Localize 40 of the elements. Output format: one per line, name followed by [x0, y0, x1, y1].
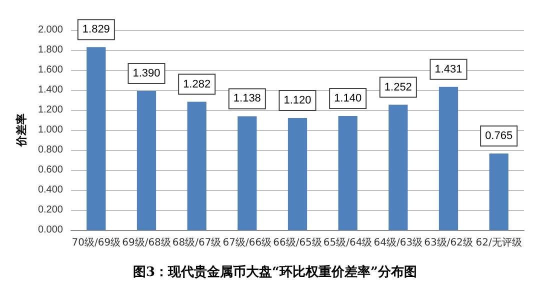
- y-tick-label: 0.800: [38, 144, 64, 156]
- y-axis-title: 价差率: [15, 114, 28, 148]
- bar: [187, 102, 206, 230]
- data-label: 1.282: [183, 78, 211, 90]
- bar: [388, 104, 408, 230]
- y-tick-label: 1.800: [38, 44, 64, 56]
- x-tick-label: 69级/68级: [122, 236, 171, 248]
- bar: [438, 86, 458, 230]
- bar: [136, 91, 156, 230]
- bar: [489, 154, 508, 230]
- x-tick-label: 62/无评级: [476, 236, 522, 248]
- x-tick-label: 70级/69级: [72, 236, 121, 248]
- bar: [288, 118, 308, 230]
- y-tick-label: 0.000: [38, 224, 64, 236]
- y-tick-label: 0.600: [38, 164, 64, 176]
- x-tick-label: 68级/67级: [172, 236, 222, 248]
- data-label: 1.431: [434, 63, 462, 76]
- bar: [238, 116, 257, 230]
- data-label: 1.390: [132, 68, 160, 80]
- x-tick-label: 66级/65级: [273, 236, 322, 248]
- x-tick-label: 67级/66级: [222, 236, 272, 248]
- text: 图3：现代贵金属币大盘“环比权重价差率”分布图: [132, 264, 418, 280]
- bar: [86, 47, 106, 230]
- y-tick-label: 0.400: [38, 184, 64, 196]
- data-label: 1.120: [284, 94, 312, 106]
- y-tick-label: 0.200: [38, 204, 64, 216]
- x-tick-label: 64级/63级: [374, 236, 423, 248]
- x-tick-label: 65级/64级: [323, 236, 372, 248]
- x-tick-label: 63级/62级: [424, 236, 473, 248]
- bar: [338, 116, 358, 230]
- y-tick-label: 1.000: [38, 124, 64, 136]
- y-tick-label: 1.600: [38, 64, 64, 76]
- data-label: 0.765: [485, 130, 513, 142]
- data-label: 1.829: [82, 24, 110, 36]
- data-label: 1.140: [334, 92, 362, 104]
- y-tick-label: 2.000: [38, 24, 64, 36]
- data-label: 1.138: [233, 92, 261, 105]
- data-label: 1.252: [384, 81, 412, 94]
- y-tick-label: 1.400: [38, 84, 64, 96]
- y-tick-label: 1.200: [38, 104, 64, 116]
